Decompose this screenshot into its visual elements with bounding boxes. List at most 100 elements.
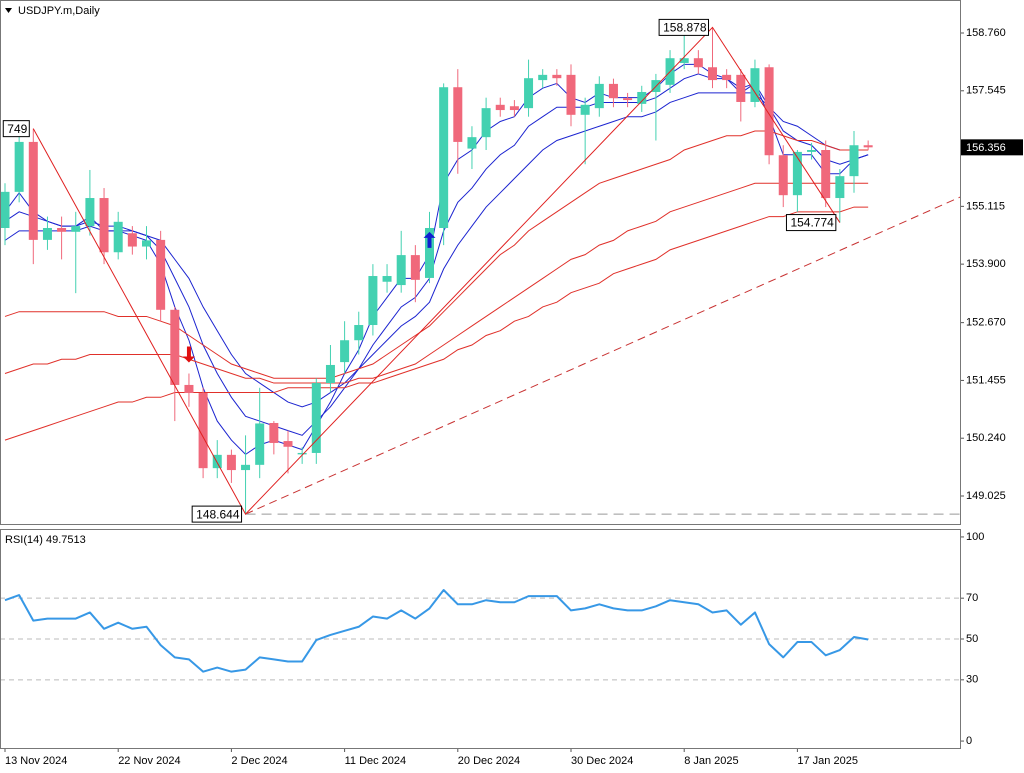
candle-body: [637, 91, 647, 104]
candle-body: [467, 137, 477, 149]
candle-body: [552, 74, 562, 79]
moving-average: [4, 206, 869, 441]
price-label: 154.774: [790, 216, 834, 230]
candle-body: [255, 423, 265, 465]
price-label-box: [2, 120, 30, 138]
rsi-title: RSI(14) 49.7513: [5, 534, 86, 546]
y-tick-label: 30: [966, 674, 978, 686]
y-tick-label: 158.760: [966, 27, 1006, 39]
candle-body: [382, 276, 392, 282]
x-tick-label: 30 Dec 2024: [571, 755, 633, 767]
candle-body: [807, 149, 817, 152]
candle-body: [495, 104, 505, 111]
y-tick-label: 155.115: [966, 200, 1005, 212]
candle-body: [325, 364, 335, 384]
candle-body: [453, 87, 463, 142]
price-label: 749: [7, 122, 27, 136]
candle-body: [241, 464, 251, 471]
candle-body: [142, 240, 151, 247]
candle-body: [693, 58, 703, 68]
candle-body: [481, 108, 491, 138]
chart-title: USDJPY.m,Daily: [18, 5, 100, 17]
price-label-box: [785, 214, 837, 232]
candle-body: [524, 78, 534, 109]
candle-body: [538, 74, 548, 81]
candle-body: [750, 68, 760, 102]
moving-average: [4, 182, 869, 384]
last-price-box: [961, 139, 1023, 156]
rsi-line: [4, 589, 869, 673]
candle-body: [623, 98, 633, 101]
moving-average: [4, 130, 869, 379]
candle-body: [608, 83, 618, 99]
y-tick-label: 70: [966, 592, 978, 604]
candle-body: [849, 145, 859, 177]
x-tick-label: 11 Dec 2024: [345, 755, 407, 767]
candle-body: [863, 145, 873, 148]
y-tick-label: 151.455: [966, 374, 1006, 386]
candle-body: [113, 221, 123, 253]
candle-body: [269, 422, 279, 443]
candle-body: [792, 151, 802, 196]
candle-body: [354, 325, 364, 341]
candle-body: [99, 198, 109, 253]
menu-triangle[interactable]: [5, 8, 12, 13]
candle-body: [410, 255, 420, 280]
moving-average: [4, 92, 869, 408]
candle-body: [736, 74, 746, 102]
candle-body: [127, 233, 137, 247]
y-tick-label: 152.670: [966, 317, 1006, 329]
candle-body: [226, 454, 236, 471]
rsi-plot: [0, 589, 960, 681]
x-tick-label: 13 Nov 2024: [5, 755, 67, 767]
candle-body: [835, 176, 845, 199]
candle-body: [425, 227, 434, 278]
candle-body: [184, 384, 194, 394]
trendline: [245, 196, 960, 515]
candle-body: [0, 191, 10, 228]
candle-body: [594, 83, 604, 109]
candle-body: [198, 393, 208, 469]
candle-body: [722, 74, 732, 81]
candle-body: [14, 141, 24, 192]
y-tick-label: 157.545: [966, 85, 1006, 97]
signal-arrow: [423, 231, 436, 248]
candle-body: [311, 383, 321, 453]
candle-body: [42, 227, 52, 240]
candle-body: [368, 276, 378, 326]
candle-body: [170, 309, 180, 385]
candle-body: [708, 67, 717, 81]
candle-body: [439, 87, 449, 228]
candle-body: [57, 227, 67, 232]
candle-body: [28, 141, 38, 240]
x-tick-label: 17 Jan 2025: [797, 755, 858, 767]
candle-body: [283, 441, 293, 447]
candle-body: [156, 239, 166, 310]
x-tick-label: 8 Jan 2025: [684, 755, 738, 767]
price-frame: [0, 0, 961, 525]
candle-body: [580, 104, 590, 115]
candle-body: [212, 454, 222, 469]
y-tick-label: 50: [966, 633, 978, 645]
candle-body: [509, 106, 519, 111]
x-tick-label: 22 Nov 2024: [118, 755, 180, 767]
rsi-frame: [0, 529, 961, 749]
price-label: 148.644: [196, 507, 240, 521]
x-tick-label: 2 Dec 2024: [231, 755, 287, 767]
signal-arrow: [182, 346, 195, 363]
y-tick-label: 0: [966, 735, 972, 747]
x-tick-label: 20 Dec 2024: [458, 755, 520, 767]
y-tick-label: 153.900: [966, 258, 1006, 270]
y-tick-label: 150.240: [966, 432, 1006, 444]
price-label-box: [191, 505, 243, 523]
overlay: 158.760 157.545 155.115 153.900 152.670 151.4…: [4, 27, 1023, 767]
candle-body: [340, 340, 350, 363]
candle-body: [679, 58, 689, 63]
price-label: 158.878: [663, 21, 707, 35]
candle-body: [764, 67, 774, 156]
zigzag: [32, 26, 841, 515]
candle-body: [297, 452, 307, 455]
candle-body: [85, 198, 95, 227]
price-plot: 749 148.644 158.878 154.774: [0, 18, 960, 523]
